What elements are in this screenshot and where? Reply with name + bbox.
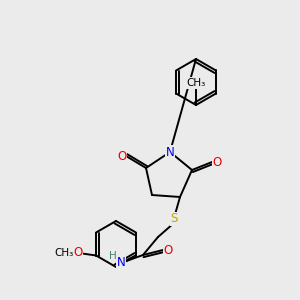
Text: O: O — [212, 155, 222, 169]
Text: CH₃: CH₃ — [55, 248, 74, 257]
Text: O: O — [117, 149, 127, 163]
Text: O: O — [164, 244, 172, 256]
Text: H: H — [109, 251, 117, 261]
Text: O: O — [74, 246, 83, 259]
Text: CH₃: CH₃ — [186, 78, 206, 88]
Text: N: N — [117, 256, 125, 269]
Text: N: N — [166, 146, 174, 158]
Text: S: S — [170, 212, 178, 226]
